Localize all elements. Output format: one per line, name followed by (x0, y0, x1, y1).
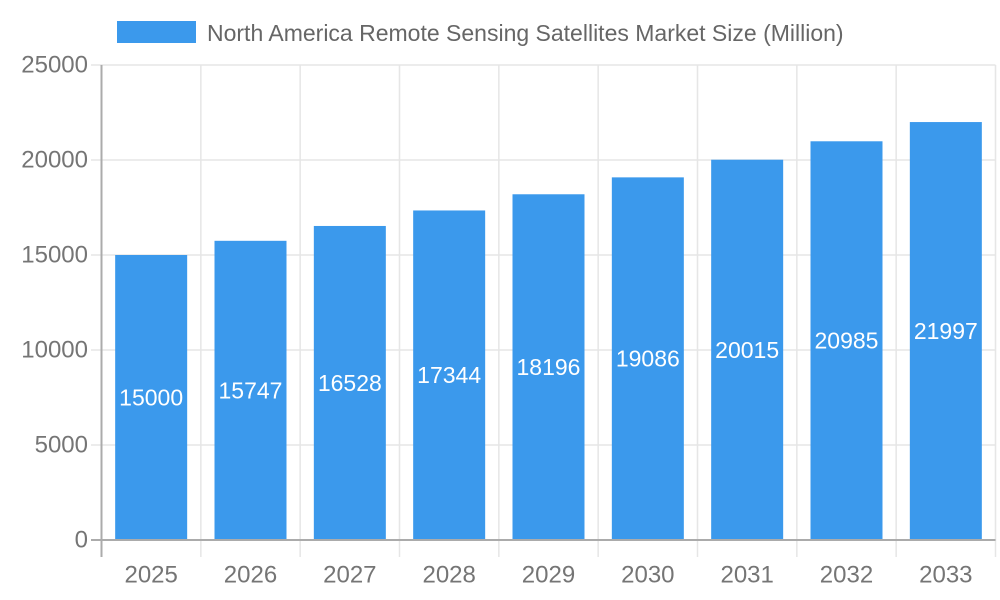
bar-value-label: 19086 (616, 346, 680, 372)
plot-area: 0 5000 10000 15000 20000 25000 15000 15747 16528… (21, 52, 997, 589)
bar-2032[interactable] (810, 141, 883, 540)
y-tick-label: 0 (75, 527, 88, 554)
y-tick-label: 5000 (35, 432, 88, 459)
bar-value-label: 15747 (219, 377, 283, 403)
y-tick-label: 10000 (21, 337, 88, 364)
y-tick-label: 15000 (21, 242, 88, 269)
x-tick-label: 2025 (124, 562, 177, 589)
x-tick-label: 2033 (919, 562, 972, 589)
bar-value-label: 20985 (815, 328, 879, 354)
bar-value-label: 20015 (715, 337, 779, 363)
bar-value-label: 18196 (517, 354, 581, 380)
x-tick-label: 2028 (422, 562, 475, 589)
bar-value-label: 21997 (914, 318, 978, 344)
bar-2026[interactable] (214, 240, 287, 540)
legend-label: North America Remote Sensing Satellites … (207, 20, 844, 46)
x-tick-label: 2031 (720, 562, 773, 589)
x-tick-label: 2029 (522, 562, 575, 589)
bar-2030[interactable] (611, 177, 684, 540)
y-tick-label: 25000 (21, 52, 88, 79)
bar-value-label: 17344 (417, 362, 481, 388)
x-tick-label: 2030 (621, 562, 674, 589)
x-tick-label: 2026 (224, 562, 277, 589)
x-tick-label: 2027 (323, 562, 376, 589)
bar-2028[interactable] (413, 210, 486, 541)
y-tick-label: 20000 (21, 147, 88, 174)
bar-value-label: 16528 (318, 370, 382, 396)
legend-swatch (117, 21, 196, 43)
bar-2033[interactable] (909, 122, 982, 540)
bar-2031[interactable] (711, 159, 784, 540)
legend[interactable]: North America Remote Sensing Satellites … (117, 20, 844, 46)
bar-2025[interactable] (115, 255, 188, 540)
bar-2029[interactable] (512, 194, 585, 540)
bar-2027[interactable] (313, 225, 386, 540)
x-tick-label: 2032 (820, 562, 873, 589)
bar-value-label: 15000 (119, 385, 183, 411)
